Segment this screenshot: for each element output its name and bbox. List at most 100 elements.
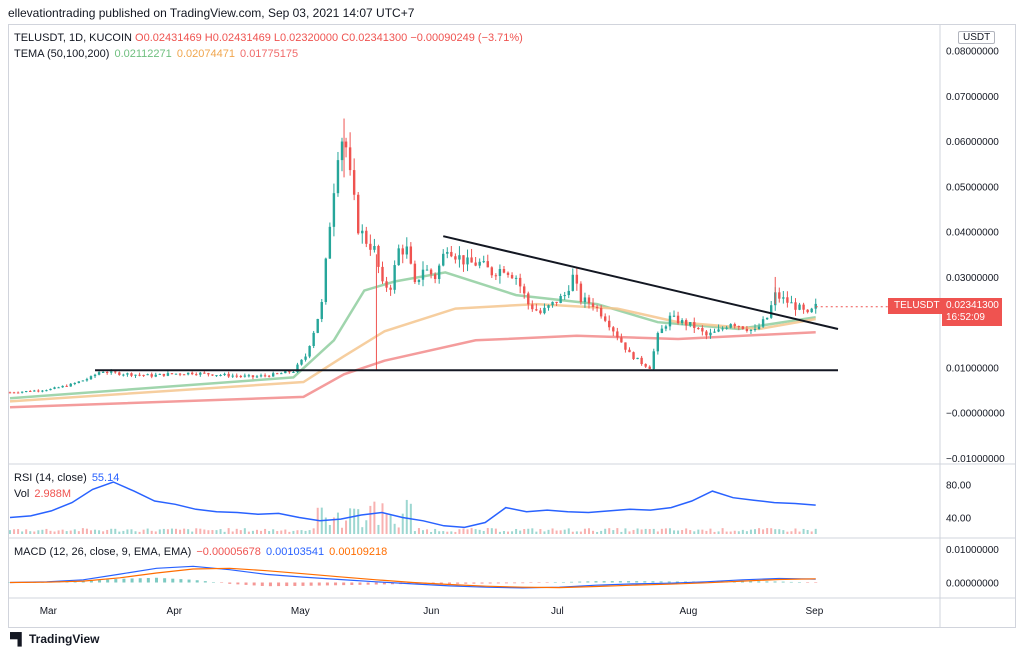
macd-pane[interactable]: 0.01000000 0.00000000 — [8, 545, 1000, 590]
volume-bar — [434, 528, 437, 534]
candle-body — [429, 269, 433, 275]
tema-line-2 — [9, 302, 816, 403]
candle-body — [761, 319, 765, 327]
macd-histogram-bar — [537, 582, 541, 583]
candle-body — [786, 297, 789, 303]
candle-body — [543, 307, 546, 314]
rsi-label[interactable]: RSI (14, close) — [14, 472, 87, 484]
currency-badge[interactable]: USDT — [958, 31, 996, 44]
volume-bar — [9, 530, 11, 534]
candle-body — [446, 251, 449, 254]
volume-bar — [65, 531, 68, 534]
volume-bar — [195, 528, 198, 534]
candle-body — [603, 316, 607, 321]
main-pane[interactable] — [8, 118, 888, 409]
volume-bar — [600, 530, 603, 534]
volume-bar — [596, 531, 599, 534]
price-tick-label: 0.08000000 — [946, 47, 999, 58]
volume-bar — [652, 528, 655, 534]
candle-body — [737, 326, 741, 328]
volume-bar — [73, 529, 76, 534]
price-tick-label: 0.06000000 — [946, 137, 999, 148]
volume-bar — [442, 531, 445, 534]
candle-body — [567, 290, 570, 296]
volume-bar — [430, 531, 433, 534]
candle-body — [296, 364, 299, 372]
volume-bar — [563, 529, 566, 534]
candle-body — [300, 359, 303, 365]
candle-body — [288, 371, 291, 373]
macd-histogram-bar — [146, 578, 150, 583]
volume-bar — [567, 528, 570, 534]
macd-histogram-bar — [114, 579, 118, 583]
candle-body — [559, 296, 562, 304]
vol-value: 2.988M — [34, 488, 72, 500]
vol-label[interactable]: Vol — [14, 488, 30, 500]
macd-histogram-bar — [781, 581, 785, 583]
volume-bar — [389, 515, 392, 534]
volume-bar — [624, 528, 627, 534]
candle-body — [57, 387, 60, 389]
candle-body — [166, 373, 170, 376]
candle-body — [69, 383, 72, 387]
tema-line-1 — [9, 271, 816, 400]
candle-body — [174, 373, 178, 375]
macd-histogram-bar — [675, 581, 679, 583]
candle-body — [97, 372, 101, 375]
volume-bar — [575, 531, 578, 534]
candle-body — [518, 277, 522, 287]
candle-body — [510, 274, 514, 279]
macd-label[interactable]: MACD (12, 26, close, 9, EMA, EMA) — [14, 546, 192, 558]
candle-body — [235, 375, 238, 377]
signal-line — [9, 567, 816, 589]
candle-body — [271, 373, 275, 377]
candle-body — [267, 375, 271, 377]
macd-histogram-bar — [765, 581, 769, 583]
volume-bar — [644, 528, 647, 534]
volume-bar — [693, 531, 696, 534]
volume-bar — [729, 531, 732, 534]
symbol-label[interactable]: TELUSDT, 1D, KUCOIN — [14, 32, 132, 44]
volume-bar — [41, 529, 44, 534]
volume-bar — [547, 529, 550, 534]
macd-histogram-bar — [301, 582, 305, 586]
candle-body — [207, 373, 210, 375]
rsi-pane[interactable]: 80.00 40.00 — [9, 481, 971, 535]
candle-body — [389, 287, 392, 290]
footer-brand[interactable]: ▀▌ TradingView — [10, 632, 99, 646]
candle-body — [336, 160, 340, 194]
candle-body — [494, 275, 498, 277]
volume-bar — [462, 528, 465, 534]
rsi-line — [9, 481, 816, 529]
chart-frame[interactable] — [8, 24, 1016, 628]
candle-body — [612, 327, 615, 332]
candle-body — [280, 373, 283, 375]
tema-value-2: 0.02074471 — [176, 48, 235, 60]
volume-bar — [280, 530, 283, 534]
candle-body — [599, 307, 603, 317]
candle-body — [292, 371, 295, 373]
tema-label[interactable]: TEMA (50,100,200) — [14, 48, 110, 60]
candle-body — [215, 375, 218, 377]
macd-histogram-bar — [171, 578, 175, 583]
volume-bar — [361, 527, 364, 534]
candle-body — [616, 331, 619, 338]
volume-bar — [158, 529, 161, 534]
macd-histogram-bar — [456, 582, 460, 584]
candle-body — [486, 261, 489, 268]
volume-bar — [774, 529, 777, 534]
volume-bar — [268, 531, 271, 534]
volume-bar — [223, 531, 226, 534]
volume-bar — [478, 529, 481, 534]
volume-bar — [98, 530, 101, 534]
volume-bar — [126, 529, 129, 534]
candle-body — [502, 269, 506, 273]
volume-bar — [782, 530, 785, 534]
macd-histogram-bar — [252, 582, 256, 586]
macd-legend: MACD (12, 26, close, 9, EMA, EMA) −0.000… — [14, 546, 387, 558]
volume-bar — [794, 528, 797, 534]
volume-bar — [778, 529, 781, 534]
volume-bar — [251, 530, 254, 534]
macd-histogram-bar — [187, 579, 191, 583]
